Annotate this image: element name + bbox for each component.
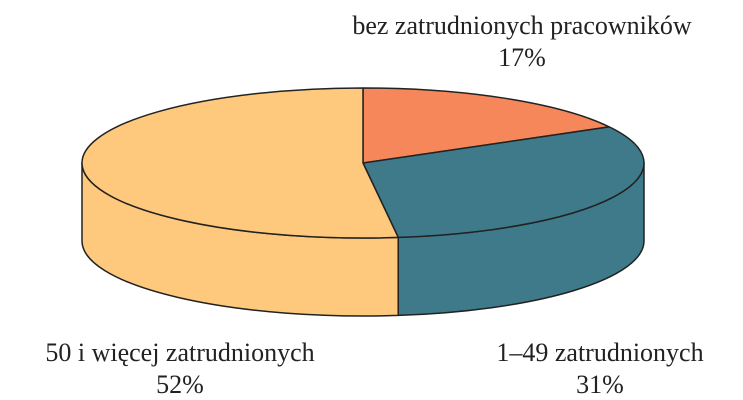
slice bbox=[81, 87, 399, 239]
slice-value-label: 31% bbox=[576, 370, 624, 399]
slice-value-label: 17% bbox=[498, 43, 546, 72]
slice-label: 1–49 zatrudnionych bbox=[496, 338, 703, 367]
slice-label: 50 i więcej zatrudnionych bbox=[45, 338, 314, 367]
slice-label: bez zatrudnionych pracowników bbox=[352, 11, 692, 40]
slice-value-label: 52% bbox=[156, 370, 204, 399]
slice bbox=[362, 126, 645, 239]
slice bbox=[362, 87, 610, 164]
